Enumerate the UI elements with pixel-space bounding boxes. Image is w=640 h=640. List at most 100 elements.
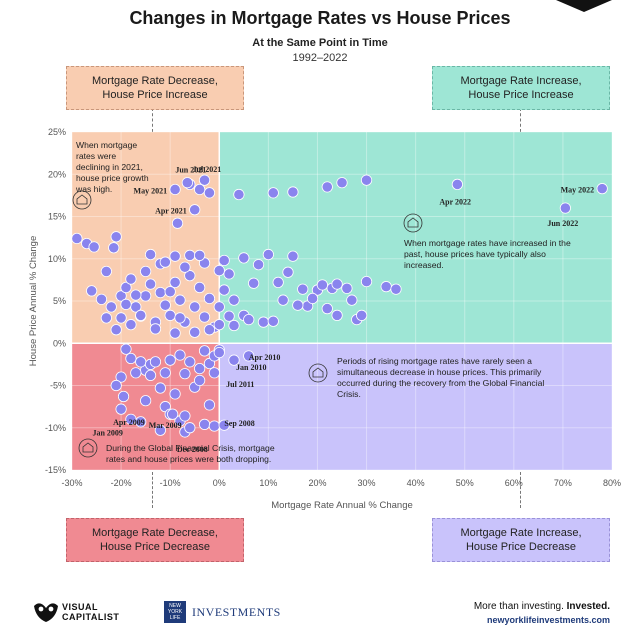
- data-point: [135, 309, 147, 321]
- data-point: [194, 374, 206, 387]
- data-point: [189, 301, 201, 313]
- data-point: [169, 388, 181, 400]
- data-point: [336, 177, 348, 189]
- axis-labels: -30% -20% -10% 0% 10% 20% 30% 40% 50% 60% 70% 80% -1…: [28, 127, 621, 511]
- data-point: [238, 252, 250, 264]
- data-point: [110, 231, 122, 243]
- data-point: [164, 309, 176, 321]
- data-point: [248, 277, 260, 289]
- data-point: [144, 278, 157, 290]
- data-point: [171, 217, 184, 229]
- data-point: [360, 275, 373, 288]
- data-point: [71, 232, 83, 245]
- data-point: [321, 181, 333, 193]
- data-points: [71, 174, 608, 438]
- partner-name: INVESTMENTS: [192, 605, 281, 619]
- y-axis-label: House Price Annual % Change: [28, 236, 39, 366]
- data-point: [169, 250, 181, 262]
- point-annotation: Jan 2009: [92, 428, 122, 437]
- data-point: [331, 278, 343, 290]
- connector-top-right: [520, 108, 522, 132]
- point-annotation: Mar 2009: [149, 421, 182, 430]
- data-point: [306, 292, 319, 305]
- data-point: [120, 298, 132, 310]
- y-tick-label: -10%: [45, 423, 66, 433]
- note-texts: When mortgage rates were declining in 2021…: [72, 140, 571, 464]
- data-point: [213, 319, 225, 331]
- partner-badge: NEW YORK LIFE: [164, 601, 186, 623]
- house-icon-ring: [72, 190, 92, 210]
- data-point: [125, 273, 137, 285]
- x-tick-label: 80%: [603, 478, 621, 488]
- data-point: [159, 367, 171, 379]
- data-point: [194, 183, 206, 196]
- data-point: [287, 250, 299, 262]
- point-annotation: Jun 2022: [547, 219, 578, 228]
- data-point: [110, 324, 122, 336]
- data-point: [174, 349, 186, 361]
- house-icon-shape: [82, 442, 94, 453]
- data-point: [164, 286, 176, 298]
- page-title: Changes in Mortgage Rates vs House Price…: [129, 8, 511, 28]
- quadrant-box-top-left: Mortgage Rate Decrease, House Price Incr…: [66, 66, 244, 110]
- corner-tab: [556, 0, 612, 12]
- tagline: More than investing. Invested.: [473, 601, 610, 612]
- page-subtitle: At the Same Point in Time: [252, 37, 388, 49]
- point-annotation: May 2022: [561, 186, 595, 195]
- data-point: [223, 268, 235, 280]
- data-point: [267, 315, 279, 327]
- x-axis-label: Mortgage Rate Annual % Change: [271, 500, 413, 511]
- data-point: [292, 299, 304, 311]
- data-point: [316, 279, 328, 291]
- point-annotation: Apr 2022: [439, 197, 471, 206]
- data-point: [184, 422, 196, 434]
- house-icon: [403, 213, 423, 233]
- data-point: [115, 403, 127, 415]
- data-point: [272, 276, 284, 289]
- point-annotation: May 2021: [134, 186, 168, 195]
- data-point: [218, 419, 230, 431]
- data-point: [194, 362, 206, 375]
- note-text: When mortgage rates were declining in 2021…: [75, 140, 149, 194]
- data-point: [233, 188, 245, 201]
- data-point: [95, 293, 108, 305]
- data-point: [125, 319, 137, 331]
- data-point: [115, 290, 127, 302]
- x-tick-label: 0%: [213, 478, 226, 488]
- x-tick-label: -10%: [160, 478, 181, 488]
- data-point: [149, 323, 162, 335]
- data-point: [228, 354, 240, 366]
- data-point: [179, 410, 191, 422]
- point-annotation: Jul 2011: [226, 380, 254, 389]
- y-tick-label: 5%: [53, 296, 66, 306]
- data-point: [277, 294, 289, 306]
- x-tick-label: 10%: [259, 478, 277, 488]
- data-point: [203, 324, 216, 336]
- house-icon: [72, 190, 92, 210]
- data-point: [174, 294, 186, 306]
- data-point: [115, 312, 127, 324]
- quadrant-box-top-right: Mortgage Rate Increase, House Price Incr…: [432, 66, 610, 110]
- data-point: [267, 187, 279, 199]
- data-point: [184, 249, 196, 261]
- data-point: [208, 420, 220, 432]
- data-point: [189, 204, 201, 216]
- data-point: [346, 294, 358, 306]
- x-tick-label: -30%: [61, 478, 82, 488]
- data-point: [198, 345, 211, 357]
- data-point: [167, 408, 179, 420]
- point-annotation: Dec 2008: [177, 445, 208, 454]
- data-point: [115, 371, 127, 383]
- data-point: [252, 259, 265, 271]
- data-point: [135, 356, 147, 368]
- data-point: [282, 266, 294, 278]
- data-point: [164, 354, 176, 366]
- year-range: 1992–2022: [292, 52, 348, 64]
- data-point: [380, 281, 392, 293]
- data-point: [218, 284, 230, 296]
- x-tick-label: -20%: [111, 478, 132, 488]
- data-point: [169, 327, 181, 339]
- data-point: [198, 418, 211, 430]
- data-point: [321, 303, 333, 315]
